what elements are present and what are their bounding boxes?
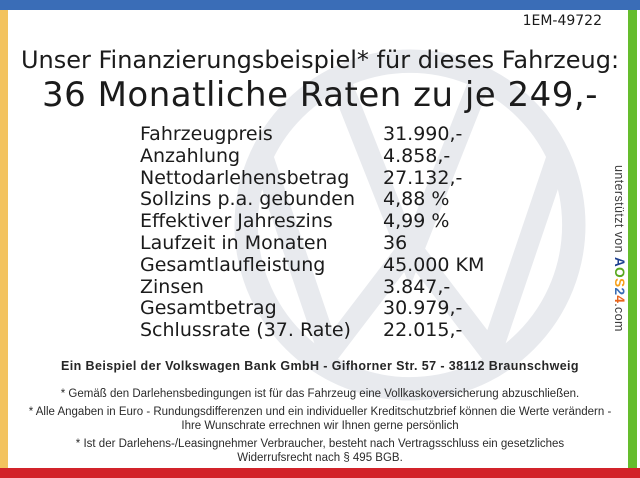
row-label: Fahrzeugpreis — [140, 123, 273, 145]
row-label: Gesamtbetrag — [140, 297, 277, 320]
row-value: 27.132,- — [383, 166, 463, 189]
table-row: Fahrzeugpreis 31.990,- — [140, 123, 484, 146]
frame-top-bar — [0, 0, 640, 10]
row-value: 22.015,- — [383, 319, 463, 342]
row-value: 4,88 % — [383, 188, 450, 211]
table-row: Schlussrate (37. Rate) 22.015,- — [140, 319, 484, 342]
row-value: 4.858,- — [383, 144, 451, 167]
row-value: 3.847,- — [383, 275, 451, 298]
row-value: 31.990,- — [383, 123, 463, 145]
frame-left-bar — [0, 10, 8, 468]
disclaimers: * Gemäß den Darlehensbedingungen ist für… — [22, 387, 618, 469]
row-label: Schlussrate (37. Rate) — [140, 319, 351, 342]
title-line1: Unser Finanzierungsbeispiel* für dieses … — [20, 46, 620, 74]
brand-letter: S — [612, 277, 627, 288]
table-row: Zinsen 3.847,- — [140, 275, 484, 299]
table-row: Sollzins p.a. gebunden 4,88 % — [140, 189, 484, 211]
vw-logo-watermark — [234, 49, 586, 401]
supported-by-label: unterstützt von AOS24.com — [612, 165, 627, 332]
brand-letter: 4 — [612, 295, 627, 304]
disclaimer-insurance: * Gemäß den Darlehensbedingungen ist für… — [60, 388, 580, 400]
table-row: Gesamtbetrag 30.979,- — [140, 298, 484, 320]
row-value: 45.000 KM — [383, 253, 485, 276]
table-row: Nettodarlehensbetrag 27.132,- — [140, 166, 484, 190]
title-line2: 36 Monatliche Raten zu je 249,- — [42, 75, 598, 115]
table-row: Laufzeit in Monaten 36 — [140, 231, 484, 255]
title-block: Unser Finanzierungsbeispiel* für dieses … — [8, 46, 632, 115]
brand-aos24: AOS24 — [612, 256, 627, 304]
row-label: Sollzins p.a. gebunden — [140, 188, 355, 211]
table-row: Anzahlung 4.858,- — [140, 144, 484, 168]
table-row: Gesamtlaufleistung 45.000 KM — [140, 253, 485, 277]
brand-letter: 2 — [612, 287, 627, 296]
row-value: 30.979,- — [383, 297, 463, 320]
bank-address-line: Ein Beispiel der Volkswagen Bank GmbH - … — [61, 359, 579, 373]
row-label: Anzahlung — [140, 144, 241, 167]
brand-domain-suffix: .com — [612, 303, 626, 332]
vehicle-id: 1EM-49722 — [522, 13, 602, 29]
table-row: Effektiver Jahreszins 4,99 % — [140, 210, 484, 233]
disclaimer-euro-values: * Alle Angaben in Euro - Rundungsdiffere… — [28, 405, 612, 433]
row-value: 4,99 % — [383, 210, 450, 233]
row-label: Nettodarlehensbetrag — [140, 166, 350, 189]
disclaimer-withdrawal-right: * Ist der Darlehens-/Leasingnehmer Verbr… — [75, 437, 565, 465]
brand-letter: O — [612, 267, 627, 278]
row-label: Effektiver Jahreszins — [140, 210, 333, 233]
supported-by-prefix: unterstützt von — [612, 165, 626, 253]
brand-letter: A — [612, 256, 627, 268]
row-label: Gesamtlaufleistung — [140, 253, 326, 276]
row-value: 36 — [383, 231, 408, 254]
row-label: Laufzeit in Monaten — [140, 231, 328, 254]
finance-table: Fahrzeugpreis 31.990,- Anzahlung 4.858,- Net… — [140, 123, 485, 342]
row-label: Zinsen — [140, 275, 204, 298]
frame-right-bar — [628, 10, 637, 468]
frame-bottom-bar — [0, 468, 640, 478]
